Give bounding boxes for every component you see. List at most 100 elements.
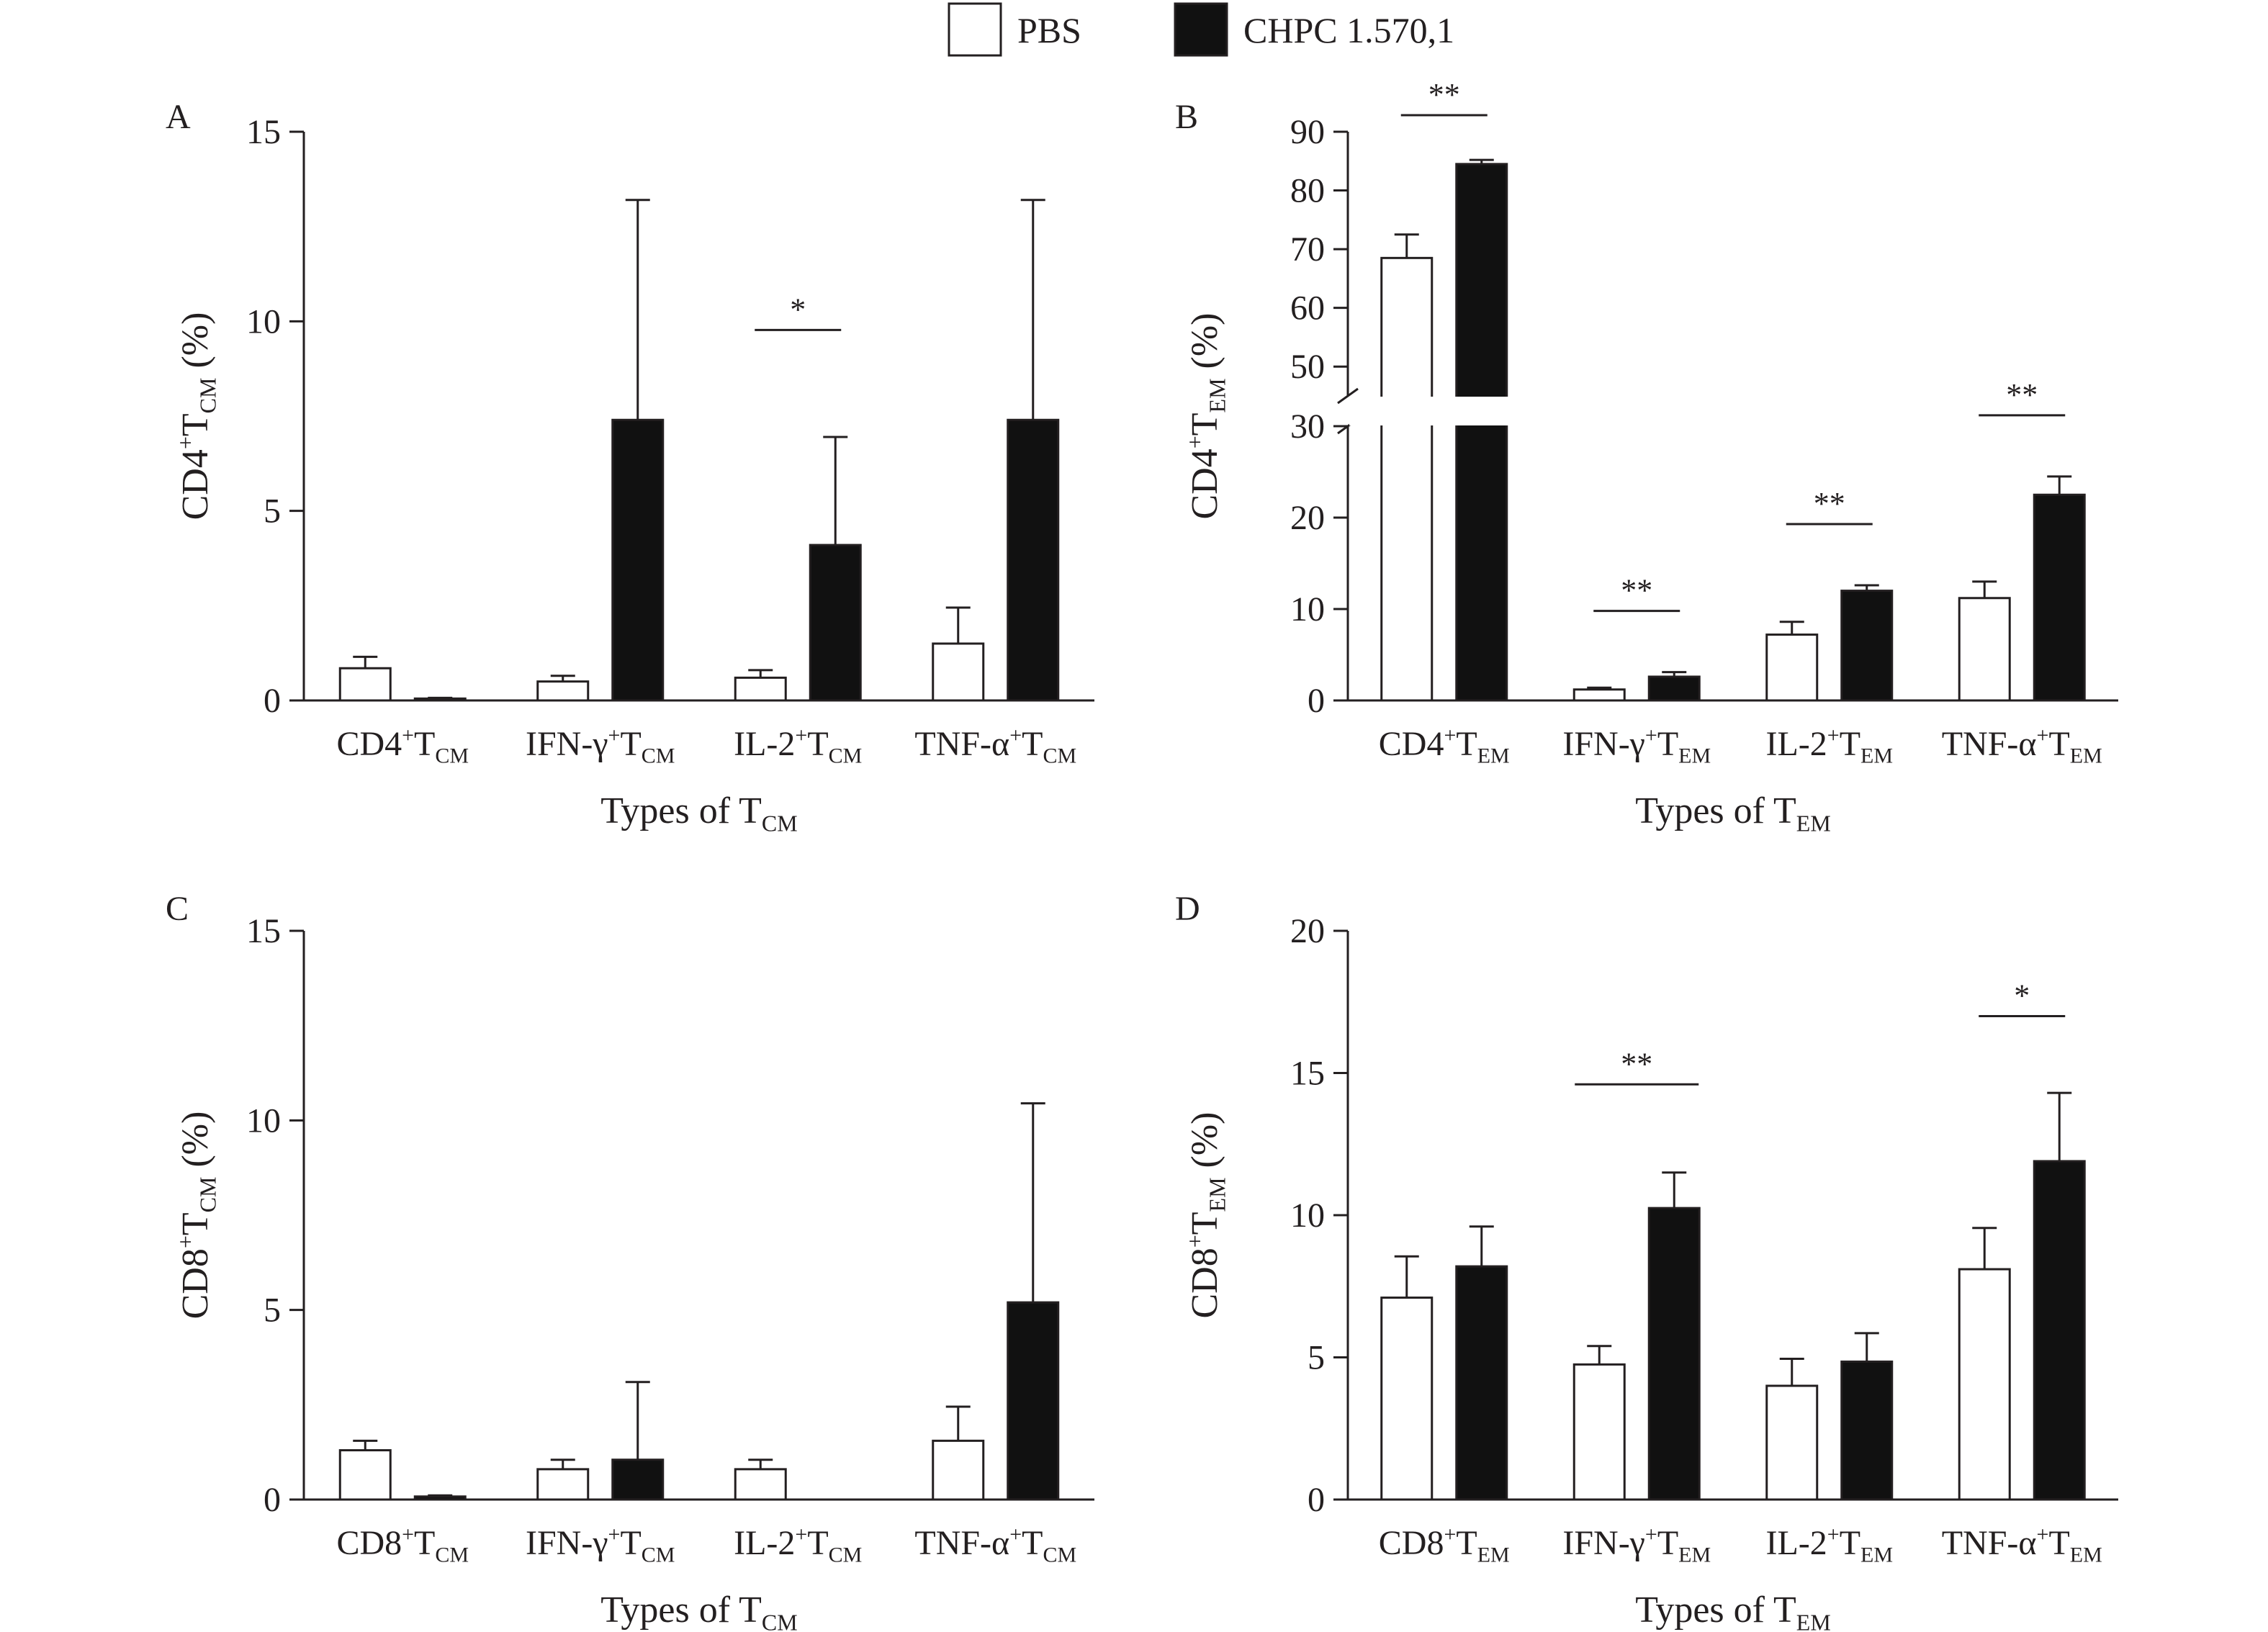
x-tick-label-sub: EM — [2070, 1543, 2102, 1567]
x-axis-title-main: Types of T — [1635, 1590, 1796, 1631]
axis-break-gap — [1349, 397, 1539, 425]
x-tick-label-base: T — [1657, 725, 1678, 763]
y-tick-label: 20 — [1290, 499, 1325, 537]
bar-chpc — [1455, 163, 1508, 702]
x-tick-label-base: T — [1840, 1524, 1860, 1562]
legend: PBS CHPC 1.570,1 — [948, 2, 1454, 57]
x-tick-label: TNF-α+TCM — [914, 723, 1076, 768]
y-axis-title-sub: CM — [194, 1177, 220, 1213]
x-tick-label-base: T — [807, 725, 828, 763]
y-axis-title-base: T — [1184, 1212, 1225, 1235]
x-tick-label-sub: CM — [435, 1543, 469, 1567]
y-axis-title-sub: EM — [1204, 1177, 1230, 1212]
bar-chpc — [413, 697, 467, 702]
y-tick-label: 10 — [246, 302, 281, 341]
x-tick-label-main: TNF-α — [914, 1524, 1009, 1562]
bar-pbs — [1765, 1384, 1819, 1501]
x-tick-label-base: T — [1022, 1524, 1043, 1562]
x-tick-label-sup: + — [1645, 723, 1657, 747]
x-tick-label: IL-2+TEM — [1765, 1523, 1893, 1567]
x-axis-title-sub: EM — [1796, 1609, 1831, 1632]
y-tick-label: 0 — [264, 1481, 281, 1519]
x-tick-label: IL-2+TCM — [734, 723, 862, 768]
x-tick-label-sup: + — [1444, 723, 1456, 747]
bar-pbs — [932, 1439, 985, 1501]
bar-chpc — [1647, 675, 1701, 702]
y-tick-label: 5 — [1308, 1339, 1325, 1377]
bar-chpc — [611, 1459, 665, 1501]
y-axis-title-tail: (%) — [1184, 1112, 1225, 1177]
x-tick-label-base: T — [807, 1524, 828, 1562]
x-axis-title-main: Types of T — [600, 790, 762, 831]
x-tick-label-sub: EM — [1477, 1543, 1510, 1567]
x-tick-label-base: T — [2048, 1524, 2069, 1562]
x-tick-label-sup: + — [1009, 723, 1022, 747]
x-tick-label-sub: CM — [435, 744, 469, 768]
x-axis-title: Types of TEM — [1635, 1590, 1831, 1632]
y-tick-label: 5 — [264, 492, 281, 531]
legend-label: PBS — [1017, 10, 1081, 50]
x-tick-label-sup: + — [795, 1523, 807, 1546]
x-tick-label-sub: CM — [829, 1543, 863, 1567]
y-tick-label: 0 — [264, 682, 281, 720]
x-tick-label-sub: EM — [1860, 1543, 1893, 1567]
x-tick-label-sup: + — [1827, 723, 1840, 747]
y-tick-label: 0 — [1308, 682, 1325, 720]
x-tick-label: IFN-γ+TEM — [1562, 723, 1711, 768]
y-tick-label: 60 — [1290, 289, 1325, 328]
bar-pbs — [1380, 256, 1434, 702]
y-tick-label: 5 — [264, 1291, 281, 1330]
x-tick-label-base: T — [1840, 725, 1860, 763]
bar-chpc — [1647, 1207, 1701, 1501]
x-tick-label-main: TNF-α — [914, 725, 1009, 763]
legend-label: CHPC 1.570,1 — [1243, 10, 1454, 50]
x-tick-label-main: IFN-γ — [1562, 1524, 1645, 1562]
x-axis-title: Types of TCM — [600, 1590, 797, 1632]
y-axis-title-tail: (%) — [175, 1112, 216, 1177]
x-tick-label: TNF-α+TCM — [914, 1523, 1076, 1567]
x-tick-label-base: T — [620, 1524, 641, 1562]
x-tick-label-main: CD4 — [1379, 725, 1444, 763]
x-tick-label-main: IFN-γ — [1562, 725, 1645, 763]
y-axis-title-main: CD4 — [175, 449, 216, 520]
x-axis-title-main: Types of T — [600, 1590, 762, 1631]
bar-pbs — [1380, 1297, 1434, 1501]
significance-label: ** — [1621, 573, 1652, 608]
y-axis-title-main: CD4 — [1184, 448, 1225, 519]
x-tick-label: CD4+TEM — [1379, 723, 1510, 768]
y-axis-title: CD4+TEM (%) — [1182, 312, 1230, 519]
x-tick-label-base: T — [1456, 1524, 1477, 1562]
x-axis-title: Types of TCM — [600, 790, 797, 836]
x-tick-label-main: TNF-α — [1942, 1524, 2037, 1562]
x-axis-title-sub: CM — [762, 1609, 798, 1632]
y-axis-title: CD8+TEM (%) — [1182, 1112, 1230, 1318]
y-tick-label: 10 — [246, 1101, 281, 1140]
bar-pbs — [536, 680, 590, 702]
x-tick-label-sup: + — [608, 723, 621, 747]
bar-chpc — [2033, 1160, 2086, 1501]
x-tick-label-main: IL-2 — [1765, 725, 1827, 763]
legend-swatch — [1174, 2, 1228, 57]
x-tick-label-sub: EM — [2070, 744, 2102, 768]
bar-chpc — [1840, 1360, 1894, 1501]
significance-label: ** — [1428, 77, 1460, 112]
bar-pbs — [338, 667, 392, 702]
x-tick-label-main: IL-2 — [1765, 1524, 1827, 1562]
x-tick-label-base: T — [620, 725, 641, 763]
bar-chpc — [1007, 1301, 1060, 1501]
y-tick-label: 20 — [1290, 912, 1325, 950]
x-tick-label-sub: CM — [829, 744, 863, 768]
y-axis-title-base: T — [175, 1212, 216, 1235]
x-tick-label-sub: EM — [1678, 744, 1711, 768]
x-axis-title-main: Types of T — [1635, 790, 1796, 831]
bar-pbs — [536, 1468, 590, 1501]
x-tick-label: TNF-α+TEM — [1942, 1523, 2102, 1567]
x-tick-label-main: CD4 — [336, 725, 402, 763]
y-axis-title-sup: + — [1182, 436, 1207, 448]
x-tick-label-sup: + — [1444, 1523, 1456, 1546]
bar-chpc — [1455, 1265, 1508, 1501]
